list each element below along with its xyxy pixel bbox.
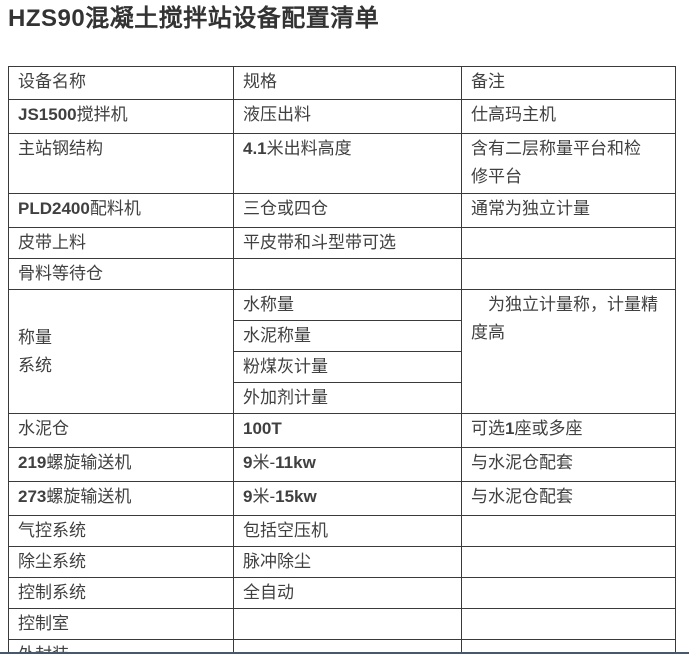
- cell-device-name: 控制系统: [8, 577, 234, 609]
- cell-device-name: 水泥仓: [8, 413, 234, 448]
- table-row: 273螺旋输送机 9米-15kw 与水泥仓配套: [8, 481, 676, 516]
- cell-weigh-system-name: 称量 系统: [8, 289, 234, 414]
- table-row: 水泥仓 100T 可选1座或多座: [8, 413, 676, 448]
- cell-remark: [461, 577, 676, 609]
- cell-device-name: 控制室: [8, 608, 234, 640]
- cell-weigh-system-remark: 为独立计量称，计量精 度高: [461, 289, 676, 414]
- cell-device-name: 气控系统: [8, 515, 234, 547]
- table-row: 外封装: [8, 639, 676, 654]
- cell-device-name: 骨料等待仓: [8, 258, 234, 290]
- cell-remark: [461, 546, 676, 578]
- table-row-weigh-system: 水泥称量: [9, 320, 676, 352]
- cell-device-name: 除尘系统: [8, 546, 234, 578]
- cell-spec: 三仓或四仓: [233, 193, 462, 228]
- table-row: 主站钢结构 4.1米出料高度 含有二层称量平台和检 修平台: [8, 133, 676, 194]
- table-row-weigh-system: 粉煤灰计量: [9, 351, 676, 383]
- cell-spec: [233, 258, 462, 290]
- cell-spec: 全自动: [233, 577, 462, 609]
- cell-spec: 脉冲除尘: [233, 546, 462, 578]
- table-row: 控制系统 全自动: [8, 577, 676, 609]
- table-row-weigh-system: 称量 系统 水称量 为独立计量称，计量精 度高: [8, 289, 676, 414]
- table-header-row: 设备名称 规格 备注: [8, 66, 676, 100]
- cell-remark: 通常为独立计量: [461, 193, 676, 228]
- table-row: 除尘系统 脉冲除尘: [8, 546, 676, 578]
- cell-remark: [461, 639, 676, 654]
- cell-remark: [461, 515, 676, 547]
- header-device-name: 设备名称: [8, 66, 234, 100]
- page-title: HZS90混凝土搅拌站设备配置清单: [8, 5, 380, 32]
- table-row: PLD2400配料机 三仓或四仓 通常为独立计量: [8, 193, 676, 228]
- cell-spec: 外加剂计量: [233, 382, 462, 414]
- cell-spec: 9米-11kw: [233, 447, 462, 482]
- cell-remark: [461, 258, 676, 290]
- table-row: JS1500搅拌机 液压出料 仕高玛主机: [8, 99, 676, 134]
- cell-device-name: PLD2400配料机: [8, 193, 234, 228]
- cell-remark: 与水泥仓配套: [461, 447, 676, 482]
- equipment-table: 设备名称 规格 备注 JS1500搅拌机 液压出料 仕高玛主机 主站钢结构 4.…: [8, 66, 676, 654]
- cell-spec: 4.1米出料高度: [233, 133, 462, 194]
- cell-device-name: 273螺旋输送机: [8, 481, 234, 516]
- table-row: 控制室: [8, 608, 676, 640]
- cell-remark: 与水泥仓配套: [461, 481, 676, 516]
- cell-remark: [461, 608, 676, 640]
- table-row: 219螺旋输送机 9米-11kw 与水泥仓配套: [8, 447, 676, 482]
- cell-device-name: 皮带上料: [8, 227, 234, 259]
- cell-remark: 仕高玛主机: [461, 99, 676, 134]
- cell-spec: 水称量: [233, 289, 462, 321]
- table-row: 气控系统 包括空压机: [8, 515, 676, 547]
- header-remark: 备注: [461, 66, 676, 100]
- cell-remark: 含有二层称量平台和检 修平台: [461, 133, 676, 194]
- bottom-window-edge-bar: [0, 652, 689, 654]
- cell-device-name: 主站钢结构: [8, 133, 234, 194]
- cell-device-name: 219螺旋输送机: [8, 447, 234, 482]
- cell-spec: 水泥称量: [233, 320, 462, 352]
- cell-remark: 可选1座或多座: [461, 413, 676, 448]
- cell-remark: [461, 227, 676, 259]
- cell-spec: 包括空压机: [233, 515, 462, 547]
- cell-spec: 9米-15kw: [233, 481, 462, 516]
- cell-spec: [233, 608, 462, 640]
- header-spec: 规格: [233, 66, 462, 100]
- cell-spec: 液压出料: [233, 99, 462, 134]
- cell-device-name: JS1500搅拌机: [8, 99, 234, 134]
- table-row: 骨料等待仓: [8, 258, 676, 290]
- cell-spec: 粉煤灰计量: [233, 351, 462, 383]
- cell-spec: 平皮带和斗型带可选: [233, 227, 462, 259]
- table-row: 皮带上料 平皮带和斗型带可选: [8, 227, 676, 259]
- cell-spec: 100T: [233, 413, 462, 448]
